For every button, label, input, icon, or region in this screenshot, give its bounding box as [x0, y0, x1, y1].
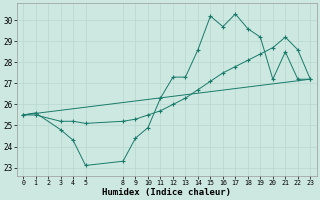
X-axis label: Humidex (Indice chaleur): Humidex (Indice chaleur): [102, 188, 231, 197]
